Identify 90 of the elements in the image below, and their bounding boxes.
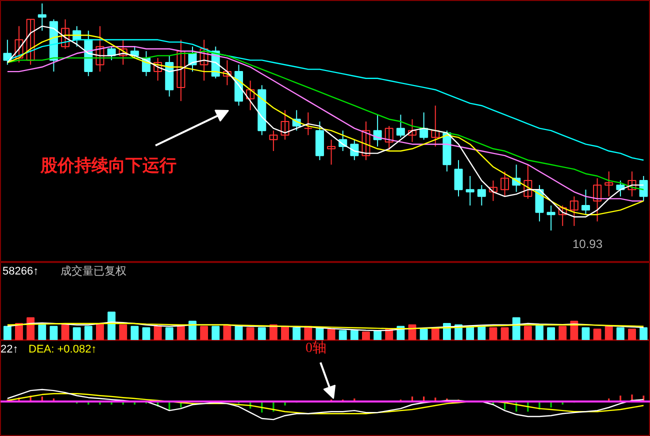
bar — [119, 324, 128, 340]
text: 22↑ — [0, 344, 18, 356]
bar — [154, 326, 162, 340]
candlestick — [593, 178, 602, 222]
candlestick — [546, 205, 556, 231]
candlestick — [488, 180, 498, 202]
bar — [524, 326, 532, 340]
annotation: 股价持续向下运行 — [40, 156, 176, 175]
candlestick — [628, 170, 636, 197]
candlestick — [280, 110, 290, 140]
bar — [212, 326, 220, 340]
candlestick — [384, 126, 394, 152]
candlestick — [222, 60, 232, 86]
candlestick — [466, 176, 474, 206]
bar — [281, 326, 289, 340]
text: 0轴 — [306, 340, 326, 356]
text: 58266↑ — [2, 266, 39, 278]
candlestick — [454, 160, 463, 197]
candlestick — [477, 184, 486, 206]
bar — [38, 324, 46, 340]
bar — [142, 327, 150, 340]
bar — [489, 327, 498, 340]
bar — [3, 326, 12, 340]
bar — [558, 326, 567, 340]
bar — [15, 322, 23, 340]
candlestick — [246, 80, 255, 111]
bar — [350, 330, 358, 340]
candlestick — [61, 18, 70, 50]
bar — [431, 327, 440, 340]
bar — [96, 322, 104, 340]
candlestick — [14, 26, 24, 63]
candlestick — [118, 39, 128, 66]
candlestick — [535, 184, 544, 222]
bar — [536, 324, 544, 340]
candlestick — [200, 39, 208, 82]
candlestick — [500, 170, 510, 197]
text: 成交量已复权 — [60, 264, 126, 278]
bar — [374, 330, 382, 340]
candlestick — [396, 114, 405, 138]
candlestick — [581, 189, 590, 216]
bar — [258, 327, 266, 340]
candlestick — [350, 139, 359, 161]
bar — [512, 317, 520, 340]
bar — [84, 326, 92, 340]
bar — [327, 328, 336, 340]
bar — [478, 326, 486, 340]
candlestick — [269, 130, 278, 152]
candlestick — [524, 164, 532, 200]
candlestick — [570, 196, 578, 226]
bar — [593, 328, 602, 340]
candlestick — [176, 39, 186, 102]
candlestick — [96, 26, 104, 72]
bar — [165, 327, 174, 340]
bar — [582, 327, 590, 340]
candlestick — [26, 18, 35, 66]
bar — [628, 328, 636, 340]
candlestick — [558, 205, 567, 226]
bar — [50, 326, 58, 340]
text: 10.93 — [572, 237, 603, 251]
bar — [338, 330, 347, 340]
candlestick — [304, 112, 312, 136]
candlestick — [327, 139, 336, 166]
bar — [269, 324, 278, 340]
bar — [72, 327, 81, 340]
bar — [234, 326, 243, 340]
candlestick — [408, 118, 417, 142]
bar — [316, 327, 324, 340]
bar — [246, 327, 254, 340]
candlestick — [639, 176, 648, 202]
bar — [188, 320, 196, 340]
candlestick — [604, 170, 614, 197]
bar — [61, 324, 70, 340]
text: DEA: +0.082↑ — [28, 344, 97, 356]
bar — [500, 327, 509, 340]
bar — [604, 326, 613, 340]
bar — [640, 327, 648, 340]
candlestick — [362, 121, 370, 161]
bar — [130, 326, 139, 340]
bar — [547, 327, 556, 340]
bar — [292, 327, 301, 340]
candlestick — [431, 105, 440, 147]
bar — [362, 331, 370, 340]
bar — [616, 327, 624, 340]
bar — [223, 324, 232, 340]
bar — [200, 326, 208, 340]
bar — [108, 312, 116, 340]
candlestick — [38, 2, 46, 32]
bar — [420, 328, 428, 340]
bar — [176, 326, 185, 340]
candlestick — [154, 57, 162, 82]
